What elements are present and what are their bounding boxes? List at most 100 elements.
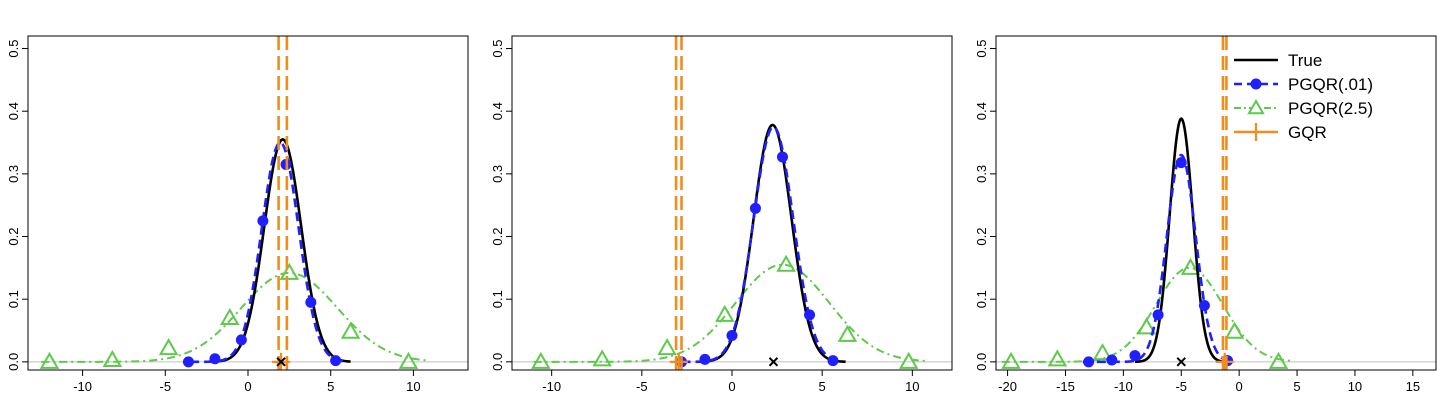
y-tick-label: 0.4 (490, 102, 505, 120)
series-line-true (214, 138, 351, 363)
point-pgqr25 (592, 349, 612, 367)
x-tick-label: 10 (905, 379, 919, 394)
series-line-pgqr25 (533, 263, 927, 363)
series-line-true (1134, 117, 1228, 364)
legend-item-true: True (1234, 51, 1322, 70)
x-tick-label: -10 (542, 379, 561, 394)
x-tick-label: -20 (998, 379, 1017, 394)
x-tick-label: 0 (244, 379, 251, 394)
x-tick-label: -10 (1114, 379, 1133, 394)
y-tick-label: 0.2 (6, 227, 21, 245)
point-pgqr25 (398, 351, 419, 369)
plot-frame (995, 35, 1437, 371)
series-line-pgqr01 (1082, 153, 1231, 364)
legend-label: PGQR(.01) (1288, 75, 1373, 94)
y-tick-label: 0.3 (974, 165, 989, 183)
y-tick-label: 0.0 (6, 353, 21, 371)
point-pgqr01 (330, 355, 342, 367)
point-pgqr25 (776, 254, 796, 272)
y-tick-label: 0.0 (490, 353, 505, 371)
point-pgqr01 (1175, 157, 1187, 169)
legend-swatch-marker (1247, 98, 1265, 115)
plot-area (39, 36, 427, 370)
y-tick-label: 0.1 (6, 290, 21, 308)
x-tick-label: 10 (1348, 379, 1362, 394)
x-tick-label: -5 (160, 379, 172, 394)
legend-item-gqr: GQR (1234, 123, 1327, 142)
y-tick-label: 0.5 (490, 39, 505, 57)
point-pgqr01 (699, 353, 711, 365)
y-tick-label: 0.3 (6, 165, 21, 183)
y-tick-label: 0.3 (490, 165, 505, 183)
point-pgqr25 (657, 338, 677, 356)
x-tick-label: 5 (1293, 379, 1300, 394)
point-pgqr25 (1136, 317, 1157, 335)
point-pgqr01 (749, 202, 761, 214)
legend-label: GQR (1288, 123, 1327, 142)
point-pgqr25 (158, 338, 179, 356)
point-pgqr25 (340, 321, 361, 339)
x-tick-label: 5 (819, 379, 826, 394)
series-line-pgqr01 (681, 125, 841, 364)
x-tick-label: -15 (1056, 379, 1075, 394)
point-pgqr25 (220, 307, 240, 325)
point-pgqr01 (1152, 309, 1164, 321)
x-tick-label: 0 (1236, 379, 1243, 394)
point-pgqr25 (279, 262, 300, 280)
x-tick-label: -10 (73, 379, 92, 394)
point-pgqr25 (102, 349, 123, 367)
point-pgqr25 (898, 351, 919, 369)
point-pgqr25 (1180, 257, 1201, 275)
point-pgqr25 (1047, 349, 1068, 367)
plot-area (531, 36, 927, 370)
plot-area (1001, 36, 1292, 370)
point-pgqr25 (1001, 351, 1021, 369)
point-pgqr01 (1083, 356, 1095, 368)
y-tick-label: 0.4 (6, 102, 21, 120)
y-tick-label: 0.1 (974, 290, 989, 308)
x-tick-label: 5 (327, 379, 334, 394)
point-pgqr01 (1106, 354, 1118, 366)
legend-item-pgqr25: PGQR(2.5) (1234, 98, 1373, 118)
x-tick-label: 0 (728, 379, 735, 394)
point-pgqr01 (804, 309, 816, 321)
legend: True PGQR(.01) PGQR(2.5) GQR (1234, 51, 1373, 142)
point-pgqr25 (531, 351, 551, 369)
point-pgqr01 (827, 355, 839, 367)
legend-swatch-marker (1250, 78, 1262, 90)
point-pgqr25 (837, 324, 858, 342)
x-tick-label: -5 (636, 379, 648, 394)
x-tick-label: -5 (1175, 379, 1187, 394)
point-pgqr25 (39, 351, 60, 369)
legend-item-pgqr01: PGQR(.01) (1234, 75, 1373, 94)
y-tick-label: 0.4 (974, 102, 989, 120)
point-pgqr25 (1224, 321, 1245, 339)
point-pgqr01 (1198, 299, 1210, 311)
y-tick-label: 0.0 (974, 353, 989, 371)
x-tick-label: 15 (1406, 379, 1420, 394)
point-pgqr01 (182, 356, 194, 368)
point-pgqr01 (1129, 350, 1141, 362)
panel-3: -20 -15 -10 -5 0 5 10 15 0.0 0.1 0.2 0.3 0.4 0.5 (974, 35, 1437, 394)
legend-label: PGQR(2.5) (1288, 99, 1373, 118)
x-marker (1176, 357, 1186, 367)
series-line-true (695, 123, 846, 364)
point-pgqr01 (726, 330, 738, 342)
point-pgqr25 (1268, 351, 1289, 369)
y-tick-label: 0.5 (6, 39, 21, 57)
panel-2: -10 -5 0 5 10 0.0 0.1 0.2 0.3 0.4 0.5 (490, 35, 953, 394)
point-pgqr01 (257, 215, 269, 227)
x-marker (276, 357, 286, 367)
series-line-pgqr01 (190, 141, 348, 364)
series-line-pgqr25 (1001, 266, 1292, 363)
point-pgqr25 (715, 304, 735, 322)
y-tick-label: 0.2 (974, 227, 989, 245)
point-pgqr01 (235, 334, 247, 346)
y-tick-label: 0.2 (490, 227, 505, 245)
point-pgqr01 (305, 296, 317, 308)
legend-label: True (1288, 51, 1322, 70)
y-tick-label: 0.5 (974, 39, 989, 57)
point-pgqr01 (209, 353, 221, 365)
point-pgqr01 (776, 151, 788, 163)
